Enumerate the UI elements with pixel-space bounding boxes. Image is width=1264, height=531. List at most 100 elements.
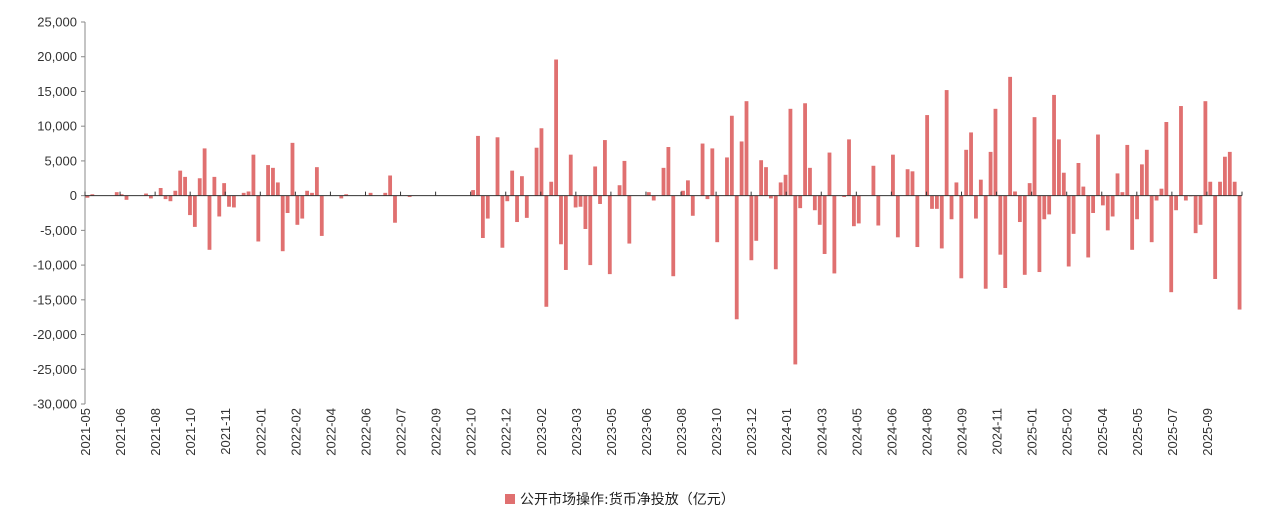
bar (1174, 195, 1178, 211)
bar (1052, 94, 1056, 196)
bar (1164, 122, 1169, 196)
legend: 公开市场操作:货币净投放（亿元） (505, 491, 735, 508)
bar (1076, 162, 1081, 196)
bar (202, 148, 207, 196)
bar (1130, 195, 1135, 250)
bar (192, 195, 197, 227)
bar (588, 195, 593, 266)
x-tick-label: 2023-10 (709, 408, 724, 456)
bar (554, 59, 559, 196)
bar (471, 190, 476, 196)
x-tick-label: 2024-01 (779, 408, 794, 456)
bar (778, 182, 783, 196)
bar (749, 195, 754, 261)
bar (1003, 195, 1008, 289)
bar (1183, 195, 1188, 201)
bar (1237, 195, 1242, 310)
bar (739, 141, 744, 196)
bar (1096, 134, 1100, 196)
bar (544, 195, 549, 307)
bar (1120, 192, 1125, 196)
bar (539, 128, 544, 196)
bar (598, 195, 602, 204)
bar-series (85, 59, 1242, 365)
bar (915, 195, 920, 248)
bar (1213, 195, 1218, 279)
bar (500, 195, 505, 248)
legend-swatch (505, 494, 515, 504)
bar (300, 195, 305, 219)
bar (388, 175, 393, 196)
bar (842, 195, 847, 198)
x-tick-label: 2022-06 (358, 408, 373, 456)
bar (895, 195, 900, 238)
bar (627, 195, 632, 244)
bar (510, 170, 515, 196)
bar (603, 140, 607, 196)
bar (793, 195, 798, 365)
bar (524, 195, 529, 218)
x-tick-label: 2025-05 (1130, 408, 1145, 456)
x-tick-label: 2021-11 (218, 408, 233, 455)
bar (485, 195, 490, 219)
bar (280, 195, 285, 252)
bar (671, 195, 676, 277)
bar (851, 195, 856, 227)
bar (1169, 195, 1174, 293)
x-tick-label: 2024-06 (884, 408, 899, 456)
x-tick-label: 2022-04 (323, 408, 338, 456)
x-tick-label: 2022-12 (499, 408, 514, 456)
bar (764, 167, 768, 196)
bar (1047, 195, 1052, 215)
bar (734, 195, 739, 320)
bar (1144, 149, 1149, 196)
bar (1179, 106, 1183, 196)
bar (978, 179, 983, 196)
bar (1061, 172, 1066, 196)
bar (773, 195, 778, 270)
bar (1037, 195, 1042, 273)
bar (149, 195, 153, 199)
bar (949, 195, 954, 220)
bar (1208, 181, 1213, 196)
bar (1091, 195, 1096, 213)
bar (368, 192, 373, 196)
bar (319, 195, 324, 236)
bar (251, 154, 256, 196)
bar (1013, 191, 1017, 196)
x-tick-label: 2024-09 (955, 408, 970, 456)
bar (1115, 173, 1120, 196)
bar (1081, 186, 1086, 196)
bar (690, 195, 695, 216)
bar (241, 192, 246, 196)
bar (803, 103, 807, 196)
bar (515, 195, 519, 223)
bar (964, 149, 969, 196)
x-tick-label: 2024-03 (814, 408, 829, 456)
x-tick-label: 2025-09 (1200, 408, 1215, 456)
y-axis: 25,000 20,000 15,000 10,000 5,000 0 -5,000 -10,… (33, 15, 86, 412)
bar (1066, 195, 1071, 267)
x-tick-label: 2022-02 (288, 408, 303, 456)
bar (505, 195, 510, 202)
bar (744, 101, 749, 196)
bar (925, 115, 930, 196)
bar (290, 142, 295, 196)
bar (729, 115, 734, 196)
bar (285, 195, 290, 213)
bar (183, 176, 187, 196)
bar (759, 160, 764, 196)
bar (808, 167, 812, 196)
x-tick-label: 2022-07 (394, 408, 409, 456)
bar (1008, 76, 1013, 196)
x-axis: 2021-05 2021-06 2021-08 2021-10 2021-11 2022-… (78, 191, 1243, 456)
bar (1017, 195, 1022, 223)
bar (1135, 195, 1139, 220)
bar (1086, 195, 1091, 258)
bar (822, 195, 827, 254)
y-tick-label: -25,000 (33, 362, 77, 377)
bar (871, 165, 876, 196)
bar (661, 167, 666, 196)
bar (266, 165, 270, 196)
